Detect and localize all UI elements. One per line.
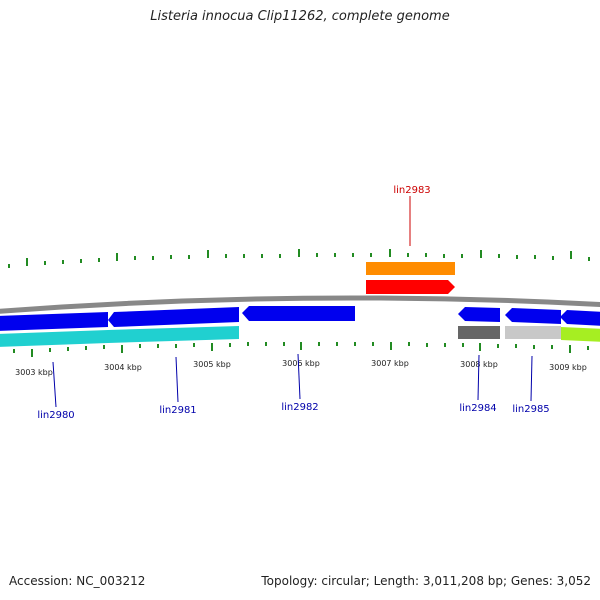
leader-line-lin2980 (52, 361, 57, 408)
outer-tick-marks (8, 249, 590, 268)
genome-backbone (0, 295, 600, 314)
accession-info: Accession: NC_003212 (9, 574, 146, 588)
genome-title: Listeria innocua Clip11262, complete gen… (150, 9, 450, 24)
leader-line-lin2984 (477, 354, 480, 401)
feature-lin2980[interactable] (0, 312, 108, 331)
leader-line-lin2985 (530, 355, 533, 402)
feature-lin2986[interactable] (560, 310, 600, 326)
gene-label-lin2985[interactable]: lin2985 (512, 404, 549, 415)
feature-lin2983[interactable] (366, 280, 455, 294)
gene-label-lin2980[interactable]: lin2980 (37, 410, 74, 421)
feature-cyan-2[interactable] (108, 326, 239, 343)
feature-rna-orange[interactable] (366, 262, 455, 275)
feature-gray-light[interactable] (505, 326, 561, 339)
scale-label: 3004 kbp (104, 363, 142, 372)
leader-line-lin2982 (297, 353, 301, 400)
leader-line-lin2981 (175, 356, 179, 403)
gene-label-lin2983[interactable]: lin2983 (393, 185, 430, 196)
feature-cyan-1[interactable] (0, 330, 108, 347)
topology-info: Topology: circular; Length: 3,011,208 bp… (261, 574, 591, 588)
scale-label: 3006 kbp (282, 359, 320, 368)
gene-label-lin2981[interactable]: lin2981 (159, 405, 196, 416)
gene-label-lin2982[interactable]: lin2982 (281, 402, 318, 413)
feature-lin2981[interactable] (108, 307, 239, 327)
scale-label: 3003 kbp (15, 368, 53, 377)
scale-label: 3009 kbp (549, 363, 587, 372)
feature-lin2984[interactable] (458, 307, 500, 322)
inner-tick-marks (13, 342, 589, 357)
gene-label-lin2984[interactable]: lin2984 (459, 403, 496, 414)
feature-lin2985[interactable] (505, 308, 561, 324)
feature-lime[interactable] (561, 327, 600, 342)
feature-gray-dark[interactable] (458, 326, 500, 339)
feature-lin2982[interactable] (242, 306, 355, 321)
scale-label: 3007 kbp (371, 359, 409, 368)
scale-label: 3005 kbp (193, 360, 231, 369)
